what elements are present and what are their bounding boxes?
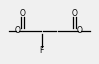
- Text: F: F: [39, 46, 44, 55]
- Text: O: O: [71, 9, 77, 18]
- Text: O: O: [20, 9, 26, 18]
- Text: O: O: [14, 26, 20, 35]
- Text: O: O: [76, 26, 82, 35]
